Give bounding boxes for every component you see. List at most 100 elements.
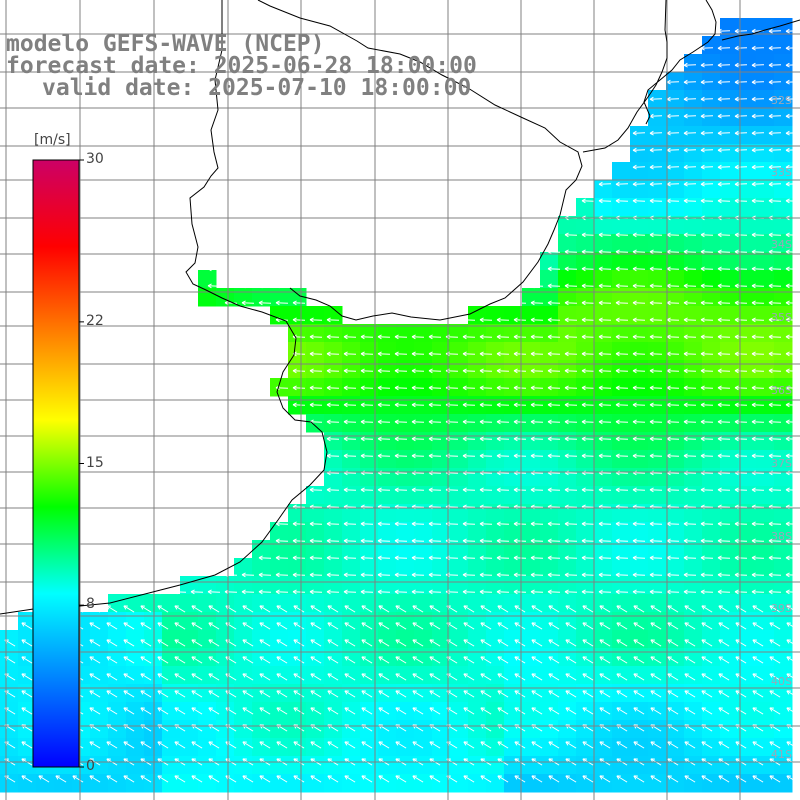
wind-cell [450,738,469,757]
wind-arrow [700,130,714,136]
wind-cell [90,684,109,703]
wind-arrow [191,741,203,749]
wind-arrow [615,198,629,204]
wind-cell [738,36,757,55]
wind-cell [522,486,541,505]
wind-arrow [123,656,135,664]
wind-arrow [666,266,680,272]
wind-arrow [208,605,220,613]
wind-arrow [513,453,527,459]
wind-arrow [480,639,492,647]
wind-cell [648,378,667,397]
wind-arrow [514,775,526,783]
wind-arrow [428,521,442,527]
wind-arrow [344,741,356,749]
wind-arrow [615,334,629,340]
wind-arrow [412,639,424,647]
wind-arrow [649,181,663,187]
wind-cell [540,576,559,595]
wind-arrow [326,368,340,374]
wind-arrow [598,300,612,306]
wind-arrow [394,555,408,561]
wind-cell [306,306,325,325]
wind-cell [450,378,469,397]
wind-cell [414,522,433,541]
wind-arrow [377,385,391,391]
wind-arrow [531,639,543,647]
wind-arrow [751,436,765,442]
wind-arrow [309,317,323,323]
wind-arrow [275,300,289,306]
wind-arrow [734,453,748,459]
wind-arrow [615,555,629,561]
wind-cell [738,468,757,487]
wind-arrow [564,351,578,357]
wind-arrow [479,521,493,527]
wind-arrow [378,656,390,664]
wind-arrow [683,79,697,85]
wind-cell [414,738,433,757]
wind-arrow [666,79,680,85]
wind-arrow [479,351,493,357]
wind-cell [486,306,505,325]
wind-cell [738,108,757,127]
wind-cell [630,432,649,451]
wind-arrow [666,198,680,204]
wind-arrow [224,283,238,289]
wind-arrow [395,605,407,613]
wind-arrow [394,572,408,578]
wind-arrow [598,572,612,578]
wind-arrow [734,130,748,136]
wind-cell [306,576,325,595]
wind-arrow [326,385,340,391]
wind-cell [414,432,433,451]
wind-arrow [700,436,714,442]
wind-arrow [394,436,408,442]
wind-cell [288,306,307,325]
wind-arrow [309,385,323,391]
wind-arrow [700,113,714,119]
wind-cell [378,504,397,523]
wind-cell [108,684,127,703]
wind-cell [108,702,127,721]
wind-cell [486,522,505,541]
wind-arrow [785,402,799,408]
wind-cell [288,522,307,541]
wind-cell [558,630,577,649]
forecast-date: forecast date: 2025-06-28 18:00:00 [6,53,477,79]
wind-cell [234,576,253,595]
wind-cell [666,360,685,379]
wind-arrow [666,453,680,459]
wind-cell [414,756,433,775]
wind-cell [774,486,793,505]
wind-cell [684,252,703,271]
wind-cell [702,378,721,397]
wind-arrow [633,673,645,681]
wind-cell [540,612,559,631]
wind-cell [162,702,181,721]
wind-cell [378,648,397,667]
wind-arrow [378,605,390,613]
wind-arrow [394,385,408,391]
wind-arrow [769,775,781,783]
wind-cell [756,630,775,649]
wind-arrow [752,707,764,715]
wind-cell [558,612,577,631]
wind-cell [432,612,451,631]
wind-cell [774,774,793,793]
wind-arrow [683,589,697,595]
wind-arrow [326,334,340,340]
wind-arrow [615,538,629,544]
wind-cell [684,648,703,667]
wind-cell [738,558,757,577]
wind-arrow [292,555,306,561]
wind-arrow [616,707,628,715]
wind-cell [432,522,451,541]
wind-cell [594,756,613,775]
wind-arrow [616,639,628,647]
wind-cell [108,612,127,631]
wind-cell [270,540,289,559]
wind-cell [486,324,505,343]
wind-arrow [276,639,288,647]
wind-arrow [785,164,799,170]
